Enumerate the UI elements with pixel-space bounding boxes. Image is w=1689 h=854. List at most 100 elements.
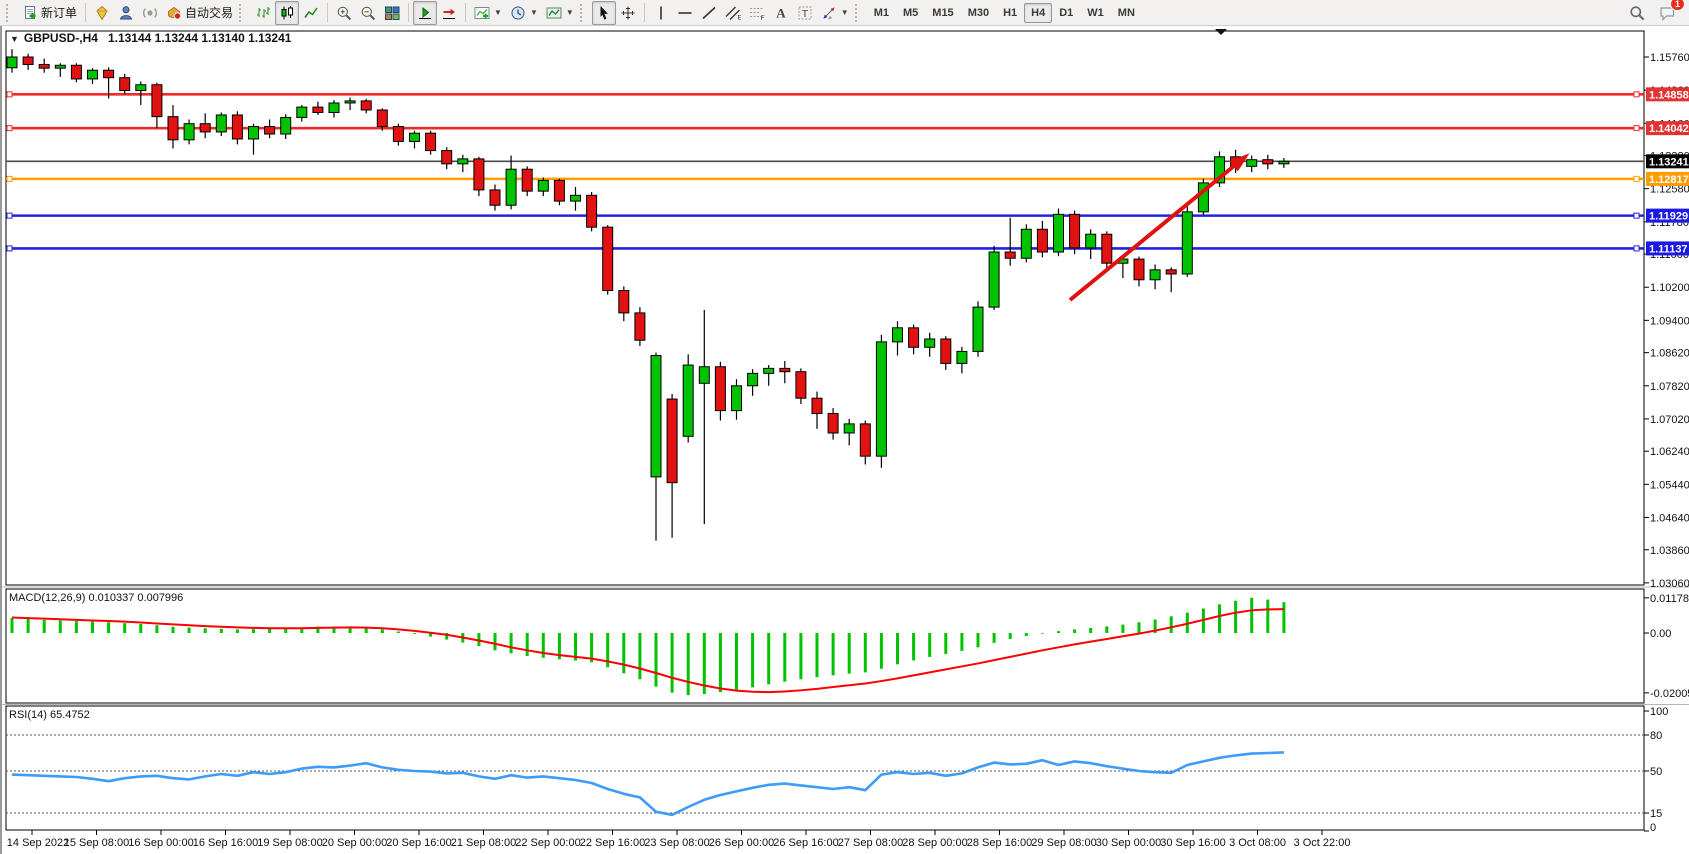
chart-shift-button[interactable]	[413, 0, 438, 25]
resistance-line[interactable]	[6, 91, 1644, 98]
candle	[602, 225, 614, 295]
auto-scroll-button[interactable]	[437, 1, 461, 25]
line-anchor-right[interactable]	[1633, 125, 1640, 132]
cursor-button[interactable]	[591, 0, 616, 25]
line-anchor-left[interactable]	[6, 245, 13, 252]
time-tick-label: 27 Sep 08:00	[838, 837, 903, 849]
candle	[537, 177, 549, 197]
candle	[1036, 220, 1048, 258]
support-line[interactable]	[6, 245, 1644, 252]
candle	[328, 100, 340, 118]
trendline-button[interactable]	[697, 1, 721, 25]
hline-icon	[678, 11, 692, 14]
timeframe-w1-button[interactable]: W1	[1087, 6, 1104, 19]
line-anchor-right[interactable]	[1633, 245, 1640, 252]
candle	[70, 63, 82, 83]
candle	[553, 178, 565, 206]
candle	[859, 420, 871, 465]
toolbar-separator	[408, 3, 410, 22]
candle	[650, 352, 662, 541]
svg-text:A: A	[776, 5, 786, 20]
timeframe-d1-button[interactable]: D1	[1059, 6, 1074, 19]
line-anchor-right[interactable]	[1633, 175, 1640, 182]
accounts-button[interactable]	[114, 1, 138, 25]
line-anchor-left[interactable]	[6, 91, 13, 98]
zoom-in-button[interactable]	[332, 1, 356, 25]
resistance-line[interactable]	[6, 125, 1644, 132]
time-tick-label: 20 Sep 00:00	[322, 837, 387, 849]
line-chart-button[interactable]	[299, 1, 323, 25]
dropdown-caret-icon[interactable]: ▼	[494, 8, 502, 17]
candle	[409, 130, 420, 149]
price-badge: 1.11137	[1646, 241, 1689, 256]
candle	[521, 166, 533, 197]
dropdown-caret-icon[interactable]: ▼	[565, 8, 574, 17]
crosshair-button[interactable]	[616, 1, 640, 25]
bar-chart-button[interactable]	[251, 1, 275, 25]
timeframe-m15-button[interactable]: M15	[932, 6, 954, 19]
candlestick-chart-button[interactable]	[275, 0, 300, 25]
candle	[119, 73, 131, 94]
timeframe-m1-button[interactable]: M1	[873, 6, 889, 19]
price-tick-label: 1.10200	[1650, 282, 1689, 294]
candle	[1069, 210, 1081, 255]
signal-icon	[143, 7, 157, 18]
price-badge: 1.14042	[1646, 121, 1689, 136]
candle	[376, 108, 388, 131]
candle	[135, 81, 147, 106]
new-order-button[interactable]: 新订单	[18, 1, 81, 25]
toolbar-right-tools: 1	[1625, 0, 1685, 25]
price-tick-label: 1.06240	[1650, 446, 1689, 458]
chart-title-bar: ▼ GBPUSD-,H4 1.13144 1.13244 1.13140 1.132…	[10, 31, 291, 45]
line-anchor-left[interactable]	[6, 125, 13, 132]
fibonacci-button[interactable]: F	[745, 1, 769, 25]
candle	[1004, 217, 1016, 266]
svg-text:1.14042: 1.14042	[1649, 123, 1689, 135]
horizontal-lines[interactable]	[6, 91, 1644, 252]
market-watch-button[interactable]	[90, 1, 114, 25]
text-button[interactable]: A	[769, 1, 793, 25]
candlesticks	[6, 49, 1290, 541]
candle	[344, 97, 356, 111]
scroll-end-marker-icon[interactable]	[1215, 29, 1227, 35]
auto-trading-button[interactable]: 自动交易	[162, 1, 237, 25]
tile-windows-button[interactable]	[380, 1, 404, 25]
add-indicator-button[interactable]: ▼	[470, 1, 506, 25]
vertical-line-button[interactable]	[649, 1, 673, 25]
zoom-out-button[interactable]	[356, 1, 380, 25]
text-label-button[interactable]: T	[793, 1, 817, 25]
line-anchor-left[interactable]	[6, 175, 13, 182]
dropdown-caret-icon[interactable]: ▼	[529, 8, 538, 17]
line-anchor-left[interactable]	[6, 212, 13, 219]
line-anchor-right[interactable]	[1633, 212, 1640, 219]
templates-button[interactable]: ▼	[542, 1, 578, 25]
timeframe-mn-button[interactable]: MN	[1117, 6, 1135, 19]
support-line[interactable]	[6, 212, 1644, 219]
shift-icon	[419, 6, 432, 19]
candle	[215, 112, 227, 137]
time-tick-label: 23 Sep 08:00	[644, 837, 709, 849]
chart-canvas[interactable]: 1.157601.149601.141601.133801.125801.117…	[2, 26, 1689, 854]
rsi-tick-label: 100	[1650, 706, 1668, 718]
search-button[interactable]	[1625, 1, 1649, 25]
dropdown-caret-icon[interactable]: ▼	[840, 8, 849, 17]
timeframe-m5-button[interactable]: M5	[903, 6, 919, 19]
support-line[interactable]	[6, 175, 1644, 182]
candle	[473, 156, 485, 197]
horizontal-line-button[interactable]	[673, 1, 697, 25]
timeframe-m30-button[interactable]: M30	[967, 6, 990, 19]
trend-arrow-annotation[interactable]	[1068, 153, 1250, 302]
periods-button[interactable]: ▼	[506, 1, 542, 25]
timeframe-h1-button[interactable]: H1	[1003, 6, 1018, 19]
line-anchor-right[interactable]	[1633, 91, 1640, 98]
price-tick-label: 1.03860	[1650, 545, 1689, 557]
candle	[457, 154, 469, 173]
time-tick-label: 3 Oct 08:00	[1229, 837, 1286, 849]
chevron-down-icon[interactable]: ▼	[10, 34, 19, 44]
equidistant-channel-button[interactable]: E	[721, 1, 745, 25]
signals-button[interactable]	[138, 1, 162, 25]
timeframe-h4-button[interactable]: H4	[1024, 2, 1053, 23]
arrows-button[interactable]: ▼	[817, 1, 853, 25]
chat-button[interactable]: 1	[1655, 0, 1685, 25]
